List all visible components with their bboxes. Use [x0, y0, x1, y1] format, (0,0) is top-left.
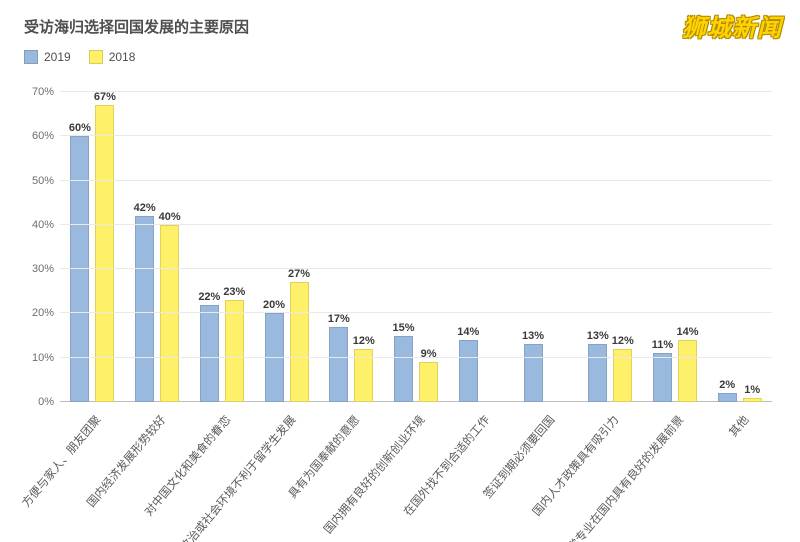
bar-group: 42%40%	[125, 92, 190, 402]
bar-group: 14%	[448, 92, 513, 402]
bar-value-label: 60%	[69, 122, 91, 134]
y-tick-label: 0%	[4, 396, 54, 408]
bar-value-label: 14%	[457, 326, 479, 338]
bar-group: 20% 27%	[254, 92, 319, 402]
y-tick-label: 20%	[4, 307, 54, 319]
bar-value-label: 1%	[744, 384, 760, 396]
bar-value-label: 13%	[587, 330, 609, 342]
bar-value-label: 42%	[134, 202, 156, 214]
y-tick-label: 60%	[4, 130, 54, 142]
gridline	[60, 312, 772, 313]
bar-value-label: 40%	[159, 211, 181, 223]
bar: 14%	[459, 340, 478, 402]
gridline	[60, 135, 772, 136]
bar: 15%	[394, 336, 413, 402]
legend-label: 2019	[44, 50, 71, 64]
bar-value-label: 14%	[676, 326, 698, 338]
bar: 13%	[524, 344, 543, 402]
bar: 17%	[329, 327, 348, 402]
bar-value-label: 23%	[223, 286, 245, 298]
bar: 27%	[290, 282, 309, 402]
chart-title: 受访海归选择回国发展的主要原因	[24, 16, 249, 37]
bar: 2%	[718, 393, 737, 402]
bar: 14%	[678, 340, 697, 402]
x-tick-label: 其他	[707, 406, 772, 536]
bar-value-label: 12%	[612, 335, 634, 347]
bar-group: 22%23%	[189, 92, 254, 402]
y-tick-label: 50%	[4, 175, 54, 187]
bar: 20%	[265, 313, 284, 402]
bar-group: 13%12%	[578, 92, 643, 402]
gridline	[60, 180, 772, 181]
bar-value-label: 67%	[94, 91, 116, 103]
bar: 22%	[200, 305, 219, 402]
bar-value-label: 20%	[263, 299, 285, 311]
bar-group: 2% 1%	[707, 92, 772, 402]
bar-group: 17%12%	[319, 92, 384, 402]
bar-groups: 60%67%42%40%22%23%20%27%17%12%15%9%14%13…	[60, 92, 772, 402]
y-tick-label: 40%	[4, 219, 54, 231]
bar-group: 60% 67%	[60, 92, 125, 402]
bar-value-label: 2%	[719, 379, 735, 391]
bar-group: 15% 9%	[384, 92, 449, 402]
bar-chart: 60%67%42%40%22%23%20%27%17%12%15%9%14%13…	[60, 92, 772, 402]
bar-value-label: 17%	[328, 313, 350, 325]
bar-value-label: 22%	[198, 291, 220, 303]
y-tick-label: 30%	[4, 263, 54, 275]
legend: 2019 2018	[24, 50, 135, 64]
legend-label: 2018	[109, 50, 136, 64]
y-tick-label: 10%	[4, 352, 54, 364]
legend-item-0: 2019	[24, 50, 71, 64]
gridline	[60, 224, 772, 225]
gridline	[60, 268, 772, 269]
bar: 9%	[419, 362, 438, 402]
bar-value-label: 27%	[288, 268, 310, 280]
x-tick-label: 所学专业在国内具有良好的发展前景	[643, 406, 708, 536]
bar-group: 13%	[513, 92, 578, 402]
legend-swatch	[24, 50, 38, 64]
bar-value-label: 12%	[353, 335, 375, 347]
bar: 23%	[225, 300, 244, 402]
bar: 1%	[743, 398, 762, 402]
gridline	[60, 357, 772, 358]
bar: 42%	[135, 216, 154, 402]
x-axis-labels: 方便与家人、朋友团聚国内经济发展形势较好对中国文化和美食的眷恋国外的政治或社会环…	[60, 406, 772, 536]
bar: 11%	[653, 353, 672, 402]
legend-item-1: 2018	[89, 50, 136, 64]
bar-value-label: 15%	[393, 322, 415, 334]
bar-value-label: 11%	[652, 339, 673, 351]
bar: 13%	[588, 344, 607, 402]
watermark-text: 狮城新闻	[682, 8, 782, 43]
bar-value-label: 13%	[522, 330, 544, 342]
gridline	[60, 91, 772, 92]
bar-group: 11%14%	[643, 92, 708, 402]
bar-value-label: 9%	[421, 348, 437, 360]
y-tick-label: 70%	[4, 86, 54, 98]
legend-swatch	[89, 50, 103, 64]
